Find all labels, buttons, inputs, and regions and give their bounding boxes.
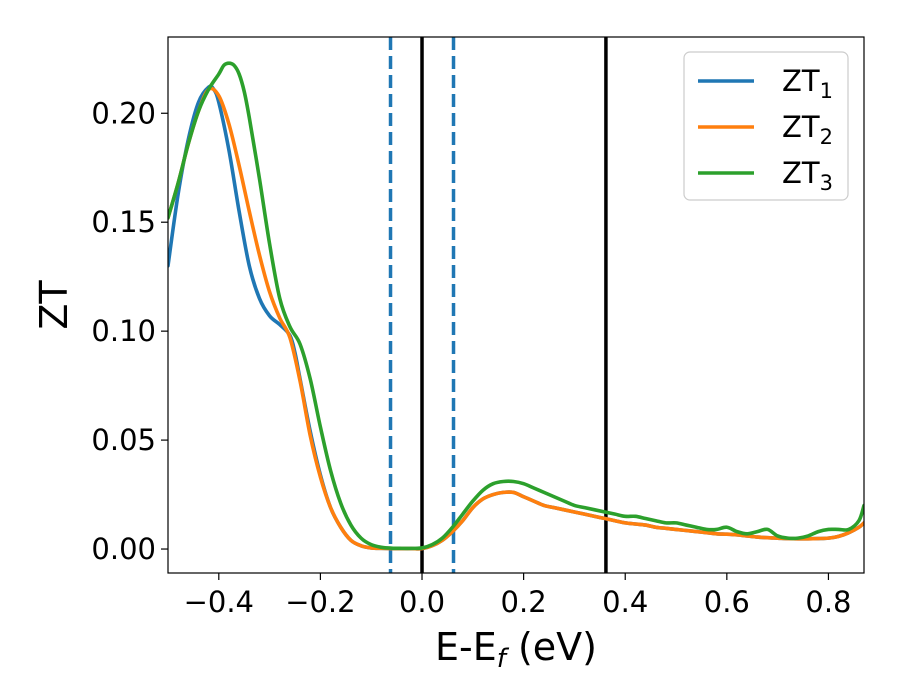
legend-label-zt1: ZT1	[782, 64, 833, 103]
series-line-zt3	[168, 61, 864, 551]
legend-box	[683, 51, 849, 201]
x-axis-ticks: −0.4 −0.2 0.0 0.2 0.4 0.6 0.8	[184, 573, 852, 619]
legend: ZT1 ZT2 ZT3	[683, 51, 849, 201]
legend-label-zt3: ZT3	[782, 156, 833, 195]
y-tick-label: 0.15	[91, 205, 156, 239]
y-tick-label: 0.10	[91, 314, 156, 348]
y-tick-label: 0.00	[91, 532, 156, 566]
x-tick-label: −0.2	[285, 585, 355, 619]
x-tick-label: −0.4	[184, 585, 254, 619]
series-lines	[168, 61, 864, 551]
vertical-reference-lines	[388, 37, 608, 573]
x-tick-label: 0.8	[805, 585, 851, 619]
y-tick-label: 0.05	[91, 423, 156, 457]
y-tick-label: 0.20	[91, 96, 156, 130]
plot-frame	[167, 36, 865, 574]
x-tick-label: 0.2	[501, 585, 547, 619]
x-tick-label: 0.0	[399, 585, 445, 619]
series-line-zt2	[168, 86, 864, 551]
x-axis-title-unit: (eV)	[506, 625, 597, 669]
x-tick-label: 0.6	[704, 585, 750, 619]
y-axis-ticks: 0.00 0.05 0.10 0.15 0.20	[91, 96, 168, 566]
y-axis-title: ZT	[32, 280, 76, 330]
legend-label-zt2: ZT2	[782, 110, 833, 149]
x-axis-title-main: E-E	[435, 625, 497, 669]
x-axis-title: E-Ef (eV)	[435, 625, 597, 674]
x-tick-label: 0.4	[602, 585, 648, 619]
